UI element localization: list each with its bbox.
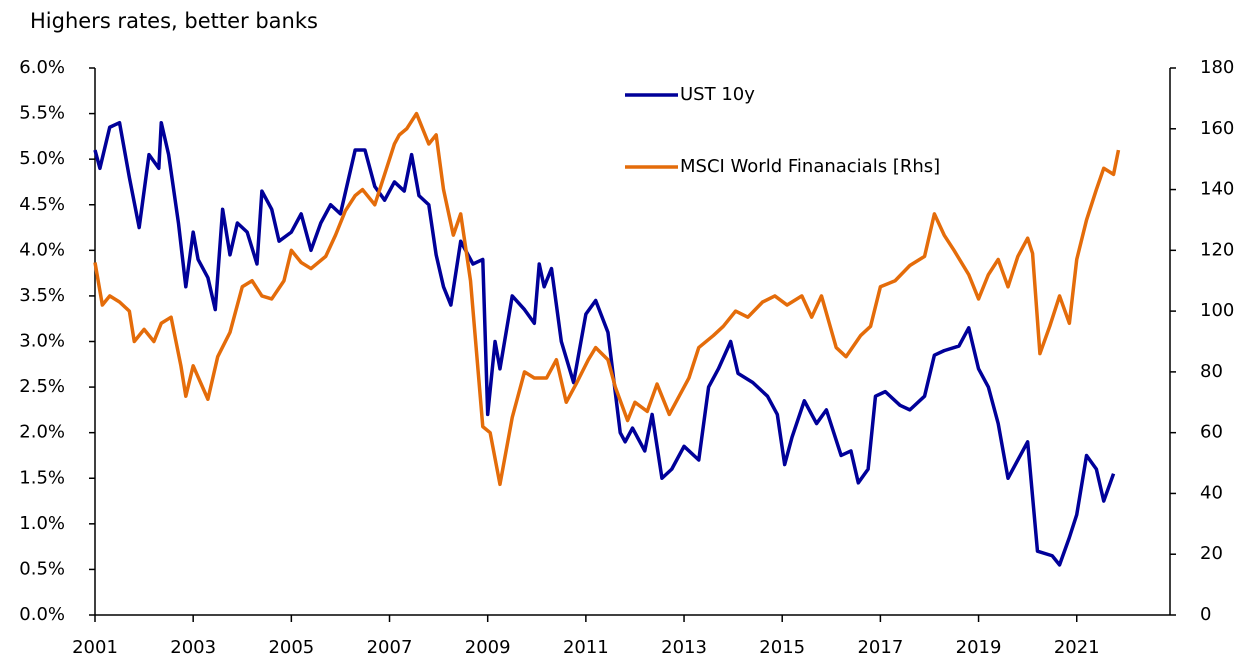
y-tick-label: 1.0% xyxy=(19,513,65,534)
y-tick-label: 0.5% xyxy=(19,558,65,579)
y2-tick-label: 100 xyxy=(1200,300,1234,321)
y-tick-label: 4.5% xyxy=(19,194,65,215)
x-tick-label: 2013 xyxy=(661,637,707,658)
legend-label: UST 10y xyxy=(680,84,755,105)
x-tick-label: 2009 xyxy=(465,637,511,658)
y-tick-label: 2.5% xyxy=(19,376,65,397)
y2-tick-label: 0 xyxy=(1200,604,1211,625)
y2-tick-label: 80 xyxy=(1200,361,1223,382)
x-tick-label: 2005 xyxy=(268,637,314,658)
y2-tick-label: 180 xyxy=(1200,57,1234,78)
x-tick-label: 2015 xyxy=(759,637,805,658)
y-tick-label: 5.5% xyxy=(19,103,65,124)
x-tick-label: 2021 xyxy=(1054,637,1100,658)
y2-tick-label: 120 xyxy=(1200,239,1234,260)
x-tick-label: 2017 xyxy=(857,637,903,658)
x-tick-label: 2001 xyxy=(72,637,118,658)
y-tick-label: 1.5% xyxy=(19,467,65,488)
x-tick-label: 2003 xyxy=(170,637,216,658)
y2-tick-label: 60 xyxy=(1200,422,1223,443)
x-tick-label: 2019 xyxy=(956,637,1002,658)
x-tick-label: 2007 xyxy=(367,637,413,658)
y-tick-label: 5.0% xyxy=(19,148,65,169)
y2-tick-label: 40 xyxy=(1200,482,1223,503)
y2-tick-label: 160 xyxy=(1200,118,1234,139)
y-tick-label: 3.5% xyxy=(19,285,65,306)
y-tick-label: 2.0% xyxy=(19,422,65,443)
y2-tick-label: 140 xyxy=(1200,179,1234,200)
series-line xyxy=(93,111,1121,487)
y-tick-label: 3.0% xyxy=(19,331,65,352)
chart-title: Highers rates, better banks xyxy=(30,9,318,33)
y-tick-label: 6.0% xyxy=(19,57,65,78)
legend-label: MSCI World Finanacials [Rhs] xyxy=(680,156,940,177)
y-tick-label: 4.0% xyxy=(19,239,65,260)
y-tick-label: 0.0% xyxy=(19,604,65,625)
series-line xyxy=(93,120,1116,567)
y2-tick-label: 20 xyxy=(1200,543,1223,564)
x-tick-label: 2011 xyxy=(563,637,609,658)
